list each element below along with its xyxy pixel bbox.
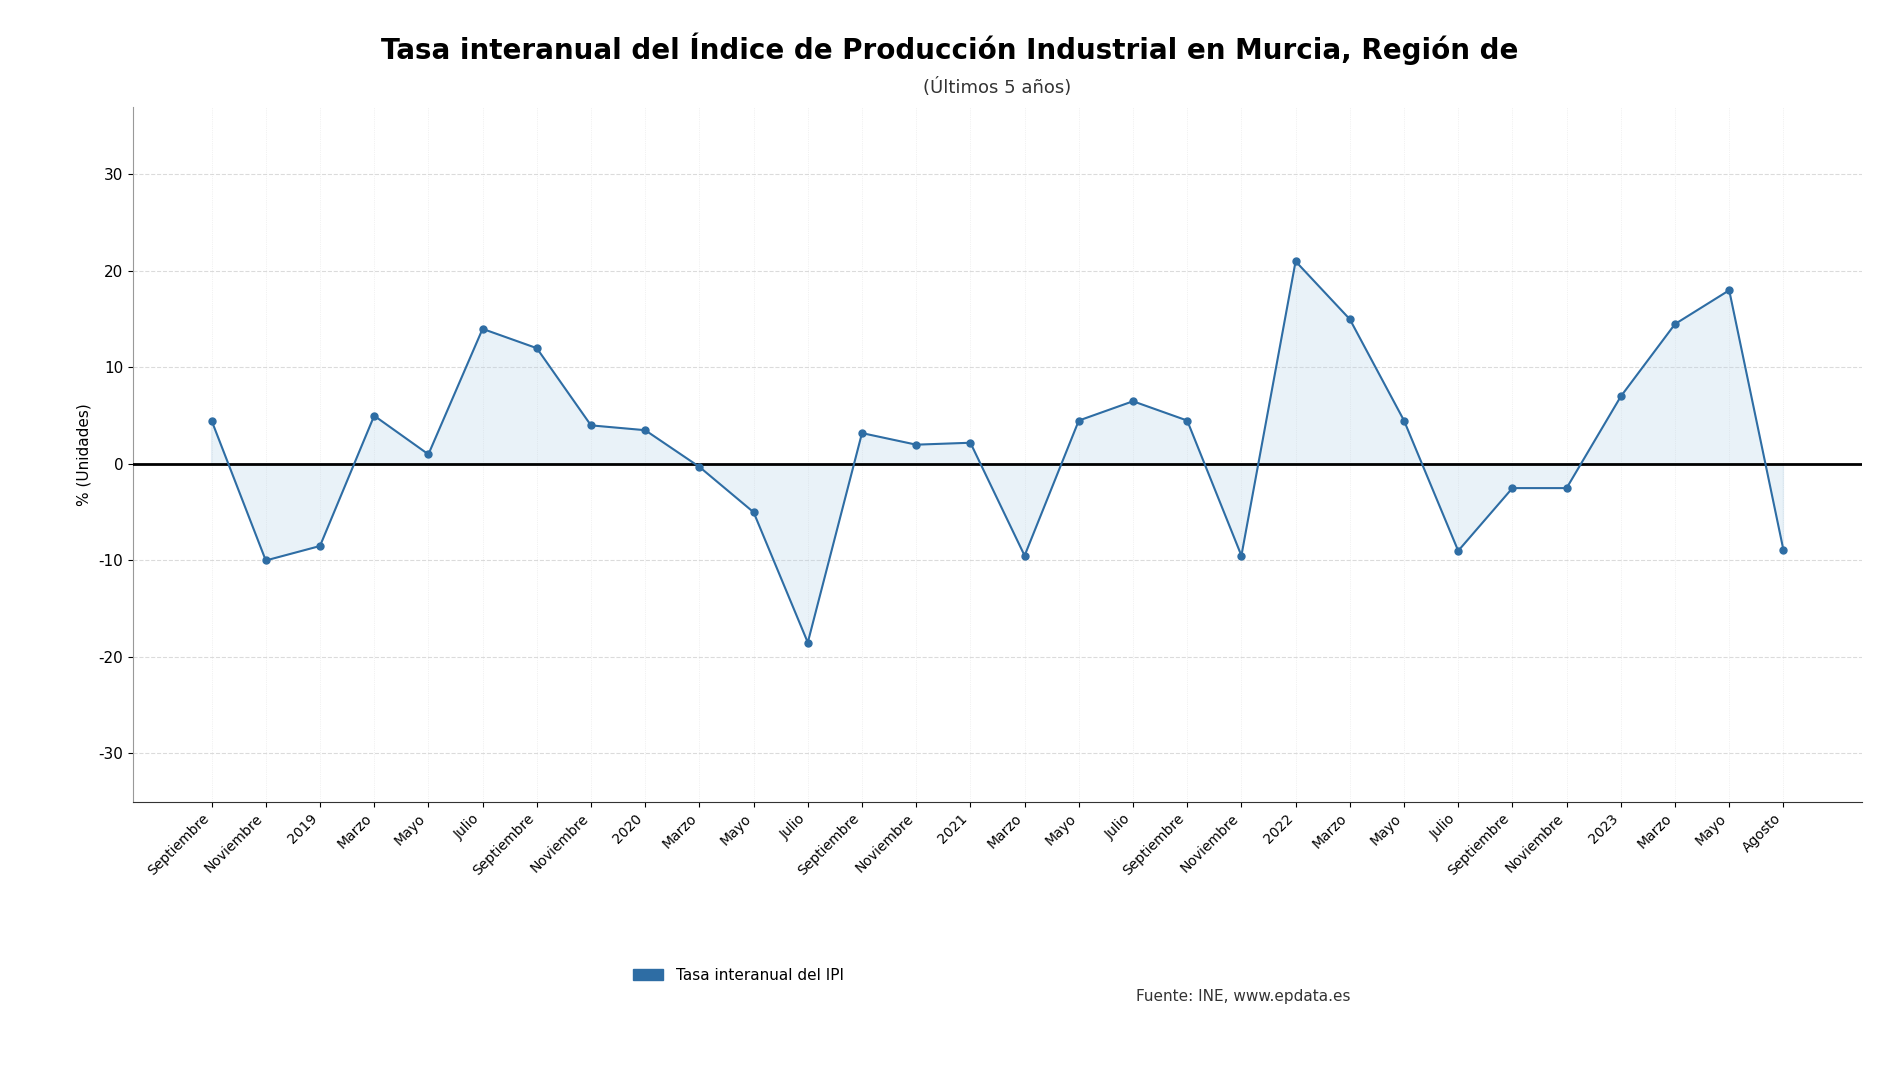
Y-axis label: % (Unidades): % (Unidades)	[76, 403, 91, 506]
Title: (Últimos 5 años): (Últimos 5 años)	[923, 78, 1072, 97]
Text: Fuente: INE, www.epdata.es: Fuente: INE, www.epdata.es	[1136, 990, 1351, 1005]
Legend: Tasa interanual del IPI: Tasa interanual del IPI	[627, 961, 849, 989]
Text: Tasa interanual del Índice de Producción Industrial en Murcia, Región de: Tasa interanual del Índice de Producción…	[382, 32, 1518, 64]
